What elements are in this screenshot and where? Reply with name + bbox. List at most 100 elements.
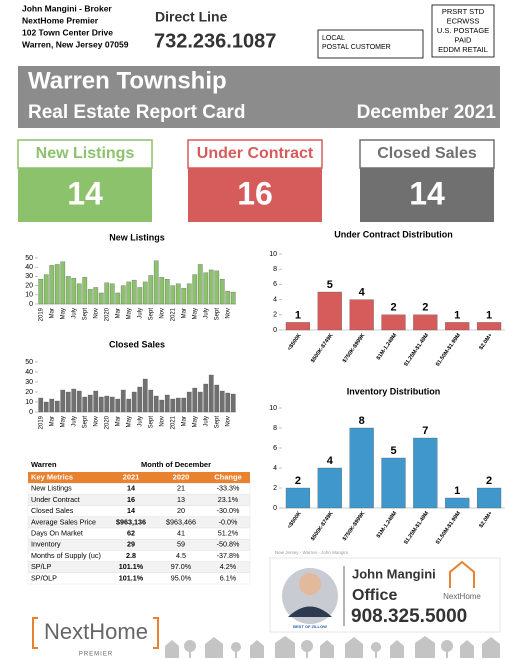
table-cell: 101.1% — [119, 573, 144, 582]
x-tick-label: $500K-$749K — [310, 511, 335, 543]
y-tick-label: 20 — [25, 389, 33, 396]
x-tick-label: $1.25M-$1.49M — [403, 510, 430, 545]
bar — [445, 497, 470, 509]
table-cell: 14 — [127, 484, 135, 493]
table-cell: -33.3% — [217, 484, 240, 493]
bar — [120, 285, 126, 305]
table-cell: 62 — [127, 529, 135, 538]
table-cell: $963,136 — [116, 517, 146, 526]
agent-line: NextHome Premier — [22, 15, 99, 25]
bar — [87, 289, 93, 305]
data-label: 5 — [327, 279, 333, 291]
table-cell: 14 — [127, 506, 135, 515]
x-tick-label: $1.50M-$1.99M — [435, 510, 462, 545]
x-tick-label: $750K-$999K — [342, 333, 367, 365]
table-cell: 41 — [177, 529, 185, 538]
x-tick-label: Sept — [148, 416, 154, 429]
x-tick-label: 2021 — [170, 415, 176, 429]
data-label: 8 — [359, 415, 365, 427]
x-tick-label: May — [60, 308, 66, 319]
x-tick-label: July — [137, 308, 143, 319]
data-label: 1 — [295, 309, 301, 321]
bar — [445, 322, 470, 331]
card-label: Closed Sales — [377, 145, 477, 162]
x-tick-label: Sept — [214, 416, 220, 429]
data-label: 4 — [359, 287, 366, 299]
bar — [76, 390, 82, 413]
postage-line: U.S. POSTAGE — [437, 26, 489, 35]
bar — [159, 399, 165, 413]
x-tick-label: $1M-1.249M — [376, 510, 399, 539]
x-tick-label: Nov — [225, 416, 231, 427]
y-tick-label: 10 — [25, 399, 33, 406]
x-tick-label: Sept — [148, 308, 154, 321]
bar — [65, 276, 71, 305]
bar — [60, 261, 66, 305]
data-label: 2 — [486, 475, 492, 487]
column-header: Change — [214, 473, 242, 482]
y-tick-label: 50 — [25, 255, 33, 262]
card-value: 14 — [409, 175, 445, 211]
table-cell: Average Sales Price — [31, 517, 96, 526]
x-tick-label: Nov — [159, 416, 165, 427]
bar — [197, 391, 203, 413]
x-tick-label: Nov — [225, 308, 231, 319]
table-cell: Days On Market — [31, 529, 83, 538]
x-tick-label: May — [126, 308, 132, 319]
chart-title: Under Contract Distribution — [334, 229, 453, 239]
x-tick-label: May — [192, 416, 198, 427]
card-header — [187, 139, 323, 169]
bar — [71, 388, 77, 413]
table-cell: New Listings — [31, 484, 72, 493]
data-label: 4 — [327, 455, 334, 467]
x-tick-label: July — [137, 416, 143, 427]
bar — [230, 291, 236, 305]
card-body — [18, 168, 152, 222]
bar — [93, 287, 99, 305]
y-tick-label: 40 — [25, 369, 33, 376]
agent-caption: New Jersey - Warren - John Mangini — [275, 550, 348, 555]
x-tick-label: July — [71, 416, 77, 427]
table-cell: Inventory — [31, 540, 61, 549]
y-tick-label: 6 — [273, 281, 277, 288]
y-tick-label: 40 — [25, 264, 33, 271]
bar — [413, 314, 438, 331]
chart-title: Closed Sales — [109, 339, 165, 349]
bar — [186, 283, 192, 305]
x-tick-label: Mar — [181, 308, 187, 318]
data-label: 1 — [454, 309, 460, 321]
x-tick-label: $750K-$999K — [342, 511, 367, 543]
agent-line: 102 Town Center Drive — [22, 27, 113, 37]
bar — [192, 274, 198, 305]
column-header: 2020 — [173, 473, 190, 482]
bar — [192, 387, 198, 413]
bar — [120, 389, 126, 413]
bar — [413, 437, 438, 509]
postage-line: PAID — [455, 35, 473, 44]
bar — [476, 487, 502, 509]
bar — [115, 292, 121, 305]
bar — [109, 396, 115, 413]
address-line: POSTAL CUSTOMER — [322, 44, 391, 51]
table-period: Month of December — [141, 460, 211, 469]
card-body — [360, 168, 494, 222]
table-cell: Under Contract — [31, 495, 80, 504]
bar — [104, 282, 110, 305]
table-cell: 29 — [127, 540, 135, 549]
table-cell: 16 — [127, 495, 135, 504]
table-cell: $963,466 — [166, 517, 196, 526]
bar — [71, 278, 77, 305]
table-cell: 2.8 — [126, 551, 136, 560]
y-tick-label: 10 — [269, 251, 277, 258]
bar — [186, 391, 192, 413]
data-label: 2 — [295, 475, 301, 487]
agent-role: Office — [352, 587, 397, 604]
x-tick-label: 2020 — [104, 307, 110, 321]
x-tick-label: $2.0M+ — [478, 511, 494, 530]
postage-line: PRSRT STD — [442, 7, 485, 16]
bar — [181, 397, 187, 413]
bar — [159, 277, 165, 305]
y-tick-label: 10 — [25, 292, 33, 299]
postage-line: EDDM RETAIL — [438, 45, 488, 54]
